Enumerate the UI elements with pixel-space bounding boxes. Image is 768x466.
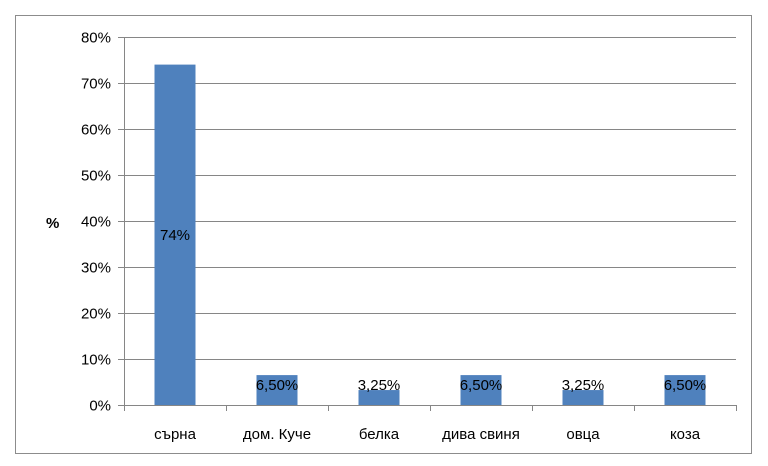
y-tick-label: 40% [81, 214, 111, 231]
y-tick-label: 30% [81, 260, 111, 277]
x-tick-label: сърна [154, 426, 197, 443]
y-tick-label: 0% [89, 398, 111, 415]
data-label: 74% [160, 227, 190, 244]
x-tick-labels: сърна дом. Куче белка дива свиня овца коза [154, 426, 701, 443]
y-tick-label: 80% [81, 30, 111, 47]
x-tick-label: белка [359, 426, 400, 443]
data-label: 3,25% [562, 377, 605, 394]
axes [118, 37, 737, 411]
data-label: 6,50% [664, 377, 707, 394]
y-tick-label: 60% [81, 122, 111, 139]
y-tick-labels: 0% 10% 20% 30% 40% 50% 60% 70% 80% [81, 30, 111, 415]
data-label: 6,50% [256, 377, 299, 394]
bar [154, 64, 196, 405]
x-tick-label: дом. Куче [243, 426, 311, 443]
y-tick-label: 20% [81, 306, 111, 323]
y-tick-label: 70% [81, 76, 111, 93]
data-label: 3,25% [358, 377, 401, 394]
bar [256, 375, 298, 405]
bar [562, 390, 604, 405]
bar [460, 375, 502, 405]
gridlines [124, 37, 736, 360]
x-tick-label: коза [670, 426, 701, 443]
bar [664, 375, 706, 405]
data-label: 6,50% [460, 377, 503, 394]
x-tick-label: дива свиня [442, 426, 520, 443]
data-labels: 74% 6,50% 3,25% 6,50% 3,25% 6,50% [160, 227, 706, 394]
bar [358, 390, 400, 405]
x-tick-label: овца [566, 426, 600, 443]
bars [154, 64, 706, 405]
y-tick-label: 10% [81, 352, 111, 369]
chart-frame [15, 15, 752, 454]
y-tick-label: 50% [81, 168, 111, 185]
y-axis-title: % [46, 215, 59, 232]
